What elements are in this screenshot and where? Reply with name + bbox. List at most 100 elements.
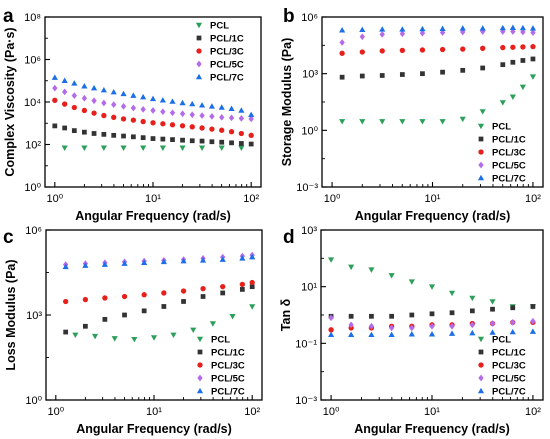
legend-label: PCL/7C [492,387,526,398]
data-point [209,113,215,120]
data-point [399,119,406,125]
legend-marker [195,73,203,80]
legend-label: PCL/5C [492,161,526,172]
data-point [459,25,466,31]
data-point [368,267,375,273]
data-point [110,88,117,95]
y-tick-label: 10⁶ [25,225,42,237]
data-point [181,299,186,304]
data-point [419,29,426,37]
y-axis-label: Storage Modulus (Pa) [280,38,294,166]
data-point [72,332,79,339]
data-point [248,141,254,147]
data-point [368,322,375,330]
data-point [339,74,345,80]
panel-b: b 10⁰ 10¹ 10² 10⁻³ 10⁰ 10³ 10⁶ Angular Frequency… [280,6,544,223]
data-point [63,329,69,335]
data-point [249,253,256,260]
data-point [61,77,68,83]
data-point [359,73,365,79]
legend-marker [196,60,202,68]
data-point [408,279,415,285]
data-point [339,39,345,46]
data-point [179,110,186,118]
y-tick-label: 10⁶ [24,55,41,67]
legend-label: PCL/5C [210,60,244,71]
panel-d: d 10⁰ 10¹ 10² 10⁻³ 10⁻¹ 10¹ 10³ Angular Frequenc… [279,225,544,436]
data-point [160,136,166,142]
data-point [200,294,206,299]
data-point [71,92,77,99]
data-point [440,69,445,75]
legend-marker [197,374,203,382]
data-point [339,119,346,125]
legend-marker [477,387,485,394]
data-point [100,145,107,152]
data-point [348,331,355,338]
data-point [469,308,475,314]
data-point [419,47,426,53]
x-tick-label: 10⁰ [323,406,340,418]
legend-marker [478,349,484,355]
data-point [348,321,354,329]
data-point [150,120,156,126]
data-point [479,109,486,115]
data-point [169,98,176,104]
data-point [219,139,225,145]
data-point [91,131,97,136]
data-point [62,88,68,96]
data-point [121,293,128,300]
data-point [82,262,89,268]
y-tick-label: 10¹ [301,282,317,294]
data-point [348,313,354,319]
data-point [101,112,107,119]
data-point [229,314,236,320]
data-point [388,331,395,338]
data-point [120,103,127,110]
data-point [150,107,156,114]
data-point [199,125,205,131]
data-point [220,290,226,296]
data-point [439,119,446,125]
legend-marker [196,48,202,54]
data-point [209,126,215,132]
data-point [510,44,516,50]
data-point [189,138,195,144]
data-point [510,305,516,311]
data-point [169,109,176,117]
data-point [439,25,446,31]
data-point [530,43,536,50]
panel-c: c 10⁰ 10¹ 10² 10⁰ 10³ 10⁶ Angular Frequency (ra… [3,225,263,436]
data-point [189,111,195,119]
data-point [189,124,195,130]
data-point [520,58,526,63]
data-point [200,286,206,292]
data-point [328,314,334,322]
data-point [500,62,506,68]
data-point [219,113,225,121]
data-point [399,47,406,54]
data-point [120,116,127,122]
data-point [439,46,446,53]
data-point [82,323,88,329]
data-point [419,119,426,125]
data-point [249,304,256,310]
data-point [209,139,215,145]
data-point [428,284,436,290]
data-point [339,26,346,33]
y-tick-label: 10⁰ [301,125,318,137]
data-point [460,46,466,52]
data-point [228,114,235,122]
data-point [190,327,197,334]
data-point [169,122,176,128]
data-point [179,123,186,129]
data-point [239,255,246,261]
data-point [228,105,235,112]
data-point [102,295,108,301]
data-point [379,26,386,32]
data-point [529,25,537,31]
data-point [479,25,486,31]
data-point [141,308,147,314]
y-tick-label: 10⁰ [24,182,41,194]
data-point [368,331,375,338]
